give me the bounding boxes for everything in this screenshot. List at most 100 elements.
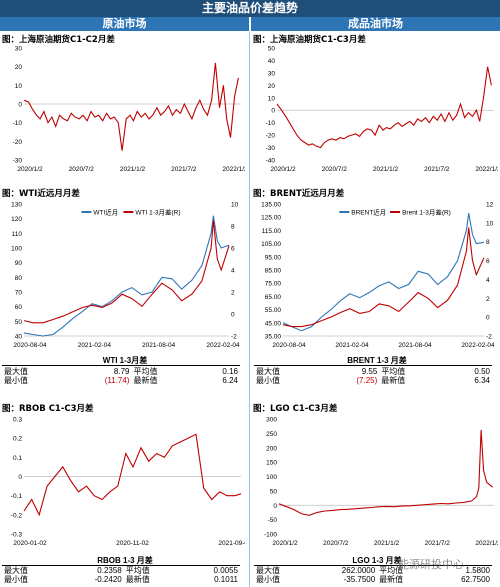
lgo-stats-table: 最大值 262.0000 平均值 1.5800 最小值 -35.7500 最新值… [254, 566, 492, 584]
y2-tick-label: -2 [486, 334, 492, 341]
x-tick-label: 2021/1/2 [374, 540, 400, 547]
stat-label: 平均值 [133, 367, 158, 376]
stat-label: 最小值 [256, 376, 280, 385]
stat-value: 0.1011 [214, 575, 238, 584]
y-tick-label: 200 [266, 445, 277, 452]
stat-value: 9.55 [361, 367, 378, 376]
wti-stats-title: WTI 1-3月差 [102, 356, 148, 365]
stat-label: 最小值 [256, 575, 280, 584]
y-tick-label: 65.00 [265, 294, 282, 301]
table-row: 最大值 262.0000 平均值 1.5800 [254, 566, 492, 575]
y2-tick-label: 12 [486, 202, 494, 209]
rbob-chart-title: 图：RBOB C1-C3月差 [2, 404, 94, 414]
stat-label: 平均值 [125, 566, 150, 575]
series-line-main [23, 433, 242, 517]
table-row: 最小值 -0.2420 最新值 0.1011 [2, 575, 240, 584]
y-tick-label: 150 [266, 460, 277, 467]
table-row: 最大值 0.2358 平均值 0.0055 [2, 566, 240, 575]
y-tick-label: 50 [268, 46, 276, 53]
stat-label: 最新值 [125, 575, 150, 584]
y-tick-label: 120 [11, 216, 22, 223]
series-line-left [282, 213, 485, 332]
legend-label: BRENT近月 [351, 207, 386, 216]
stat-label: 最大值 [256, 367, 280, 376]
y2-tick-label: 8 [486, 239, 490, 246]
column-divider [249, 31, 250, 587]
rbob-stats-rule [2, 565, 240, 566]
y-tick-label: 80 [15, 275, 23, 282]
stat-value: 62.7500 [461, 575, 490, 584]
stat-value: -0.2420 [94, 575, 122, 584]
y-tick-label: 75.00 [265, 281, 282, 288]
table-row: 最小值 (7.25) 最新值 6.34 [254, 376, 492, 385]
legend-label: WTI 1-3月差(R) [135, 207, 180, 216]
y-tick-label: 0.1 [13, 455, 22, 462]
y-tick-label: 250 [266, 431, 277, 438]
x-tick-label: 2020/1/2 [17, 166, 43, 173]
y-tick-label: 130 [11, 202, 22, 209]
table-row: 最小值 (11.74) 最新值 6.24 [2, 376, 240, 385]
rbob-stats-title: RBOB 1-3 月差 [97, 556, 153, 565]
y-tick-label: 95.00 [265, 254, 282, 261]
y2-tick-label: 6 [231, 246, 235, 253]
stat-value: (7.25) [356, 376, 378, 385]
x-tick-label: 2021/1/2 [120, 166, 146, 173]
y2-tick-label: 4 [486, 277, 490, 284]
y2-tick-label: 8 [231, 224, 235, 231]
stat-label: 最新值 [381, 376, 406, 385]
brent-stats-title: BRENT 1-3 月差 [347, 356, 407, 365]
series-line-right [23, 220, 230, 324]
x-tick-label: 2021/1/2 [373, 166, 399, 173]
table-row: 最大值 8.79 平均值 0.16 [2, 367, 240, 376]
x-tick-label: 2021/7/2 [424, 166, 450, 173]
y2-tick-label: 4 [231, 268, 235, 275]
y-tick-label: 10 [15, 83, 23, 90]
stat-value: -35.7500 [343, 575, 376, 584]
table-row: 最小值 -35.7500 最新值 62.7500 [254, 575, 492, 584]
y-tick-label: 40 [268, 58, 276, 65]
rbob-stats-table: 最大值 0.2358 平均值 0.0055 最小值 -0.2420 最新值 0.… [2, 566, 240, 584]
y-tick-label: 105.00 [261, 241, 281, 248]
y-tick-label: 125.00 [261, 215, 281, 222]
y-tick-label: -10 [266, 120, 276, 127]
wti-spread-chart: 130 120 110 100 90 80 70 60 50 40 10 8 6 4 2 0 -2 2020-08… [11, 202, 240, 350]
brent-stats-rule [254, 365, 492, 366]
y-tick-label: 115.00 [262, 228, 282, 235]
x-tick-label: 2020-08-04 [272, 342, 306, 349]
y2-tick-label: 10 [486, 220, 494, 227]
x-tick-label: 2021/7/2 [171, 166, 197, 173]
y-tick-label: 100 [11, 246, 22, 253]
y-tick-label: -0.3 [11, 532, 23, 539]
x-tick-label: 2020-01-02 [13, 540, 47, 547]
series-line-main [276, 66, 492, 149]
y-tick-label: 0 [18, 474, 22, 481]
stat-value: 262.0000 [341, 566, 376, 575]
y-tick-label: -0.2 [11, 512, 23, 519]
series-line-left [23, 215, 230, 337]
wti-stats-table: 最大值 8.79 平均值 0.16 最小值 (11.74) 最新值 6.24 [2, 367, 240, 385]
y-tick-label: 70 [15, 290, 23, 297]
y-tick-label: 20 [268, 83, 276, 90]
table-row: 最大值 9.55 平均值 0.50 [254, 367, 492, 376]
y-tick-label: 85.00 [265, 268, 282, 275]
series-line-main [278, 429, 494, 516]
y-tick-label: 0 [273, 503, 277, 510]
stat-label: 平均值 [381, 367, 406, 376]
legend-label: WTI近月 [93, 207, 118, 216]
stat-value: (11.74) [104, 376, 130, 385]
y2-tick-label: 10 [231, 202, 239, 209]
y-tick-label: 90 [15, 260, 23, 267]
wti-chart-title: 图：WTI近远月月差 [2, 189, 80, 199]
x-tick-label: 2020/7/2 [69, 166, 95, 173]
stat-value: 0.0055 [213, 566, 238, 575]
y2-tick-label: 0 [231, 312, 235, 319]
y-tick-label: 30 [268, 70, 276, 77]
y-tick-label: 0 [271, 108, 275, 115]
x-tick-label: 2021-02-04 [78, 342, 112, 349]
y-tick-label: 135.00 [261, 202, 281, 209]
series-line-right [282, 227, 485, 328]
x-tick-label: 2020/1/2 [272, 540, 298, 547]
